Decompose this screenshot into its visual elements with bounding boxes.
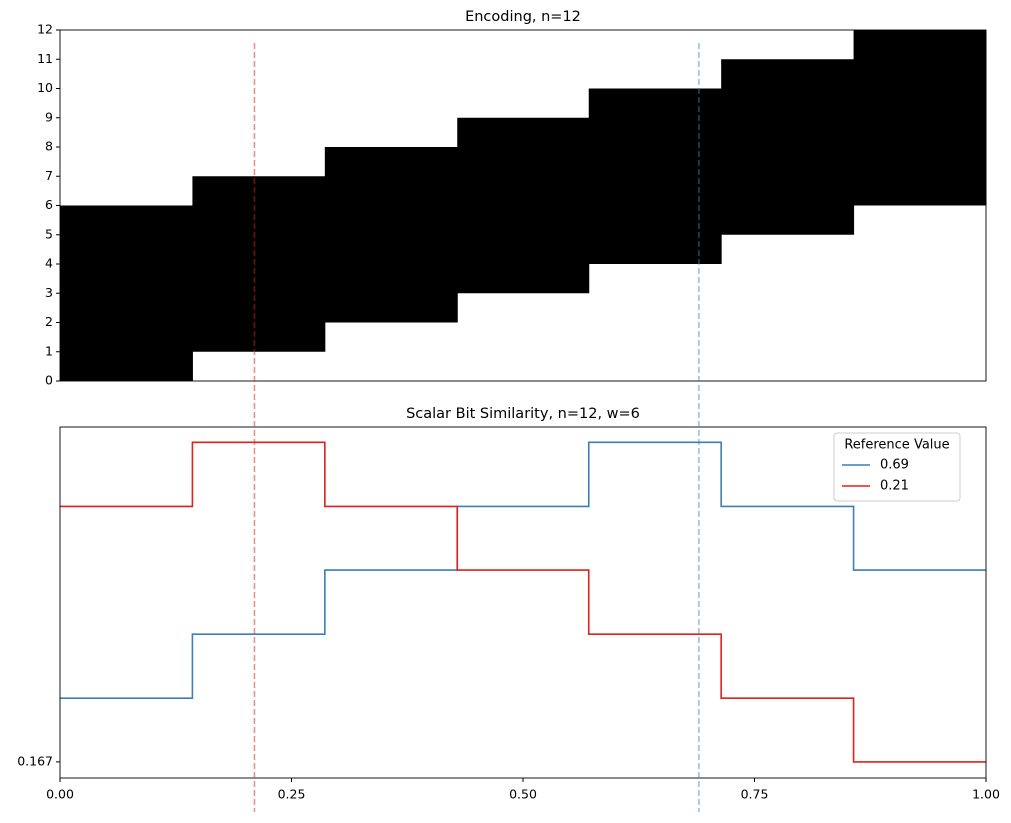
x-tick-label: 0.25 [278,787,306,802]
similarity-line [60,441,986,763]
y-tick-label: 0.167 [17,753,53,768]
bit-block [60,205,193,381]
x-tick-label: 0.50 [509,787,537,802]
y-tick-label: 8 [45,139,53,154]
legend-title: Reference Value [844,438,949,453]
bit-block [588,88,722,264]
y-tick-label: 7 [45,168,53,183]
y-tick-label: 1 [45,343,53,358]
legend-label: 0.69 [880,458,909,473]
y-tick-label: 12 [37,22,53,37]
bit-block [721,59,855,235]
y-tick-label: 10 [37,80,53,95]
y-tick-label: 4 [45,256,53,271]
y-tick-label: 0 [45,373,53,388]
bit-block [457,117,590,294]
x-tick-label: 0.00 [46,787,74,802]
bit-block [324,147,458,323]
chart-title: Encoding, n=12 [465,9,581,25]
legend-label: 0.21 [880,479,909,494]
x-tick-label: 1.00 [972,787,1000,802]
y-tick-label: 11 [37,51,53,66]
y-tick-label: 6 [45,197,53,212]
legend: Reference Value 0.69 0.21 [833,432,961,502]
y-tick-label: 3 [45,285,53,300]
chart-title: Scalar Bit Similarity, n=12, w=6 [406,406,640,422]
x-tick-label: 0.75 [741,787,769,802]
y-tick-label: 2 [45,314,53,329]
legend-box [833,432,961,502]
similarity-line [60,441,986,700]
bit-block [192,176,326,352]
bit-block [853,30,987,206]
y-tick-label: 5 [45,226,53,241]
y-tick-label: 9 [45,109,53,124]
